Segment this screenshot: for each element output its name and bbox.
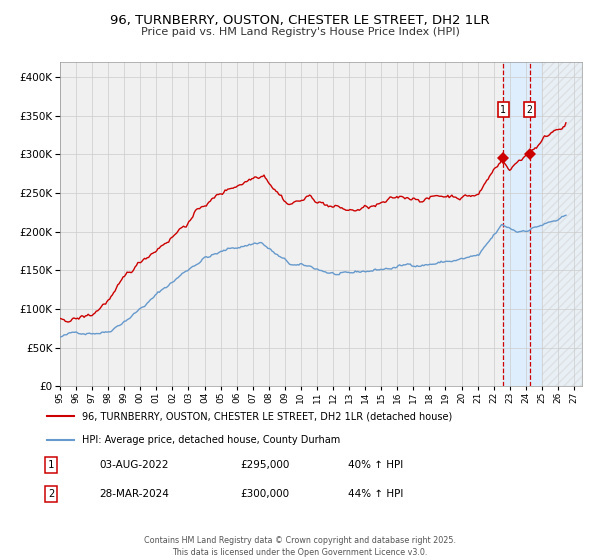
Text: £295,000: £295,000: [240, 460, 289, 470]
Text: 1: 1: [48, 460, 54, 470]
Text: 40% ↑ HPI: 40% ↑ HPI: [348, 460, 403, 470]
Text: 44% ↑ HPI: 44% ↑ HPI: [348, 489, 403, 499]
Text: HPI: Average price, detached house, County Durham: HPI: Average price, detached house, Coun…: [82, 435, 340, 445]
Text: 28-MAR-2024: 28-MAR-2024: [99, 489, 169, 499]
Bar: [542, 62, 582, 386]
Text: 2: 2: [527, 105, 533, 115]
Text: 96, TURNBERRY, OUSTON, CHESTER LE STREET, DH2 1LR: 96, TURNBERRY, OUSTON, CHESTER LE STREET…: [110, 14, 490, 27]
Text: £300,000: £300,000: [240, 489, 289, 499]
Text: 96, TURNBERRY, OUSTON, CHESTER LE STREET, DH2 1LR (detached house): 96, TURNBERRY, OUSTON, CHESTER LE STREET…: [82, 411, 452, 421]
Text: Price paid vs. HM Land Registry's House Price Index (HPI): Price paid vs. HM Land Registry's House …: [140, 27, 460, 37]
Bar: [503, 62, 542, 386]
Text: 03-AUG-2022: 03-AUG-2022: [99, 460, 169, 470]
Text: 1: 1: [500, 105, 506, 115]
Text: 2: 2: [48, 489, 54, 499]
Text: Contains HM Land Registry data © Crown copyright and database right 2025.
This d: Contains HM Land Registry data © Crown c…: [144, 536, 456, 557]
